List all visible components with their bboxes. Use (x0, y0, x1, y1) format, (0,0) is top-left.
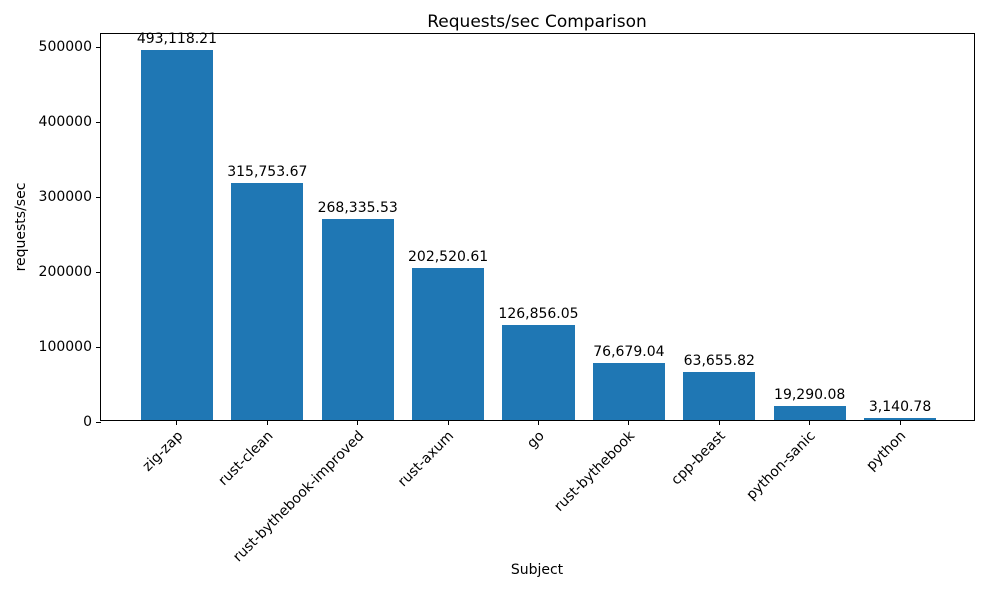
y-tick-label: 300000 (38, 189, 92, 206)
x-tick-label: rust-bythebook (551, 428, 639, 515)
bar (683, 372, 756, 420)
y-tick-label: 100000 (38, 339, 92, 356)
bar (411, 268, 485, 420)
bar (321, 218, 394, 420)
y-tick-label: 200000 (38, 264, 92, 281)
x-tick-mark (809, 420, 811, 425)
y-tick-mark (96, 346, 101, 348)
y-tick-label: 500000 (38, 39, 92, 56)
y-tick-label: 400000 (38, 114, 92, 131)
x-tick-mark (447, 420, 449, 425)
bar (502, 324, 575, 420)
x-tick-label: cpp-beast (668, 428, 729, 489)
x-tick-label: go (524, 428, 548, 452)
y-tick-mark (96, 121, 101, 123)
x-tick-label: python (863, 428, 910, 474)
bar-value-label: 202,520.61 (408, 249, 489, 266)
x-tick-mark (538, 420, 539, 425)
bar (592, 362, 666, 420)
x-tick-mark (357, 420, 359, 425)
bar-value-label: 268,335.53 (317, 199, 398, 216)
bar-value-label: 76,679.04 (593, 343, 665, 360)
bar (231, 183, 304, 420)
y-tick-mark (96, 196, 101, 198)
bar-value-label: 315,753.67 (227, 164, 308, 181)
x-tick-label: rust-axum (395, 428, 458, 491)
bar-value-label: 63,655.82 (683, 353, 755, 370)
x-axis-label: Subject (510, 562, 564, 578)
y-axis-label: requests/sec (13, 182, 29, 272)
x-tick-label: rust-clean (215, 428, 277, 489)
x-tick-mark (718, 420, 720, 425)
x-tick-mark (176, 420, 178, 425)
bar-value-label: 19,290.08 (774, 386, 846, 403)
bar (773, 405, 846, 420)
x-tick-mark (628, 420, 630, 425)
bar (140, 50, 214, 420)
y-tick-mark (96, 271, 101, 273)
bar-value-label: 493,118.21 (136, 31, 218, 48)
y-tick-mark (96, 46, 101, 48)
plot-area: 0 100000 200000 300000 400000 500000 493,118.2… (39, 31, 975, 565)
bar-value-label: 3,140.78 (868, 398, 932, 415)
x-tick-label: python-sanic (743, 428, 820, 504)
x-tick-label: zig-zap (139, 428, 187, 475)
bar-value-label: 126,856.05 (498, 305, 579, 322)
bar (863, 417, 937, 420)
chart-title: Requests/sec Comparison (427, 12, 647, 32)
y-tick-label: 0 (83, 414, 92, 430)
x-tick-mark (266, 420, 268, 425)
x-tick-mark (899, 420, 901, 425)
y-tick-mark (96, 421, 101, 423)
